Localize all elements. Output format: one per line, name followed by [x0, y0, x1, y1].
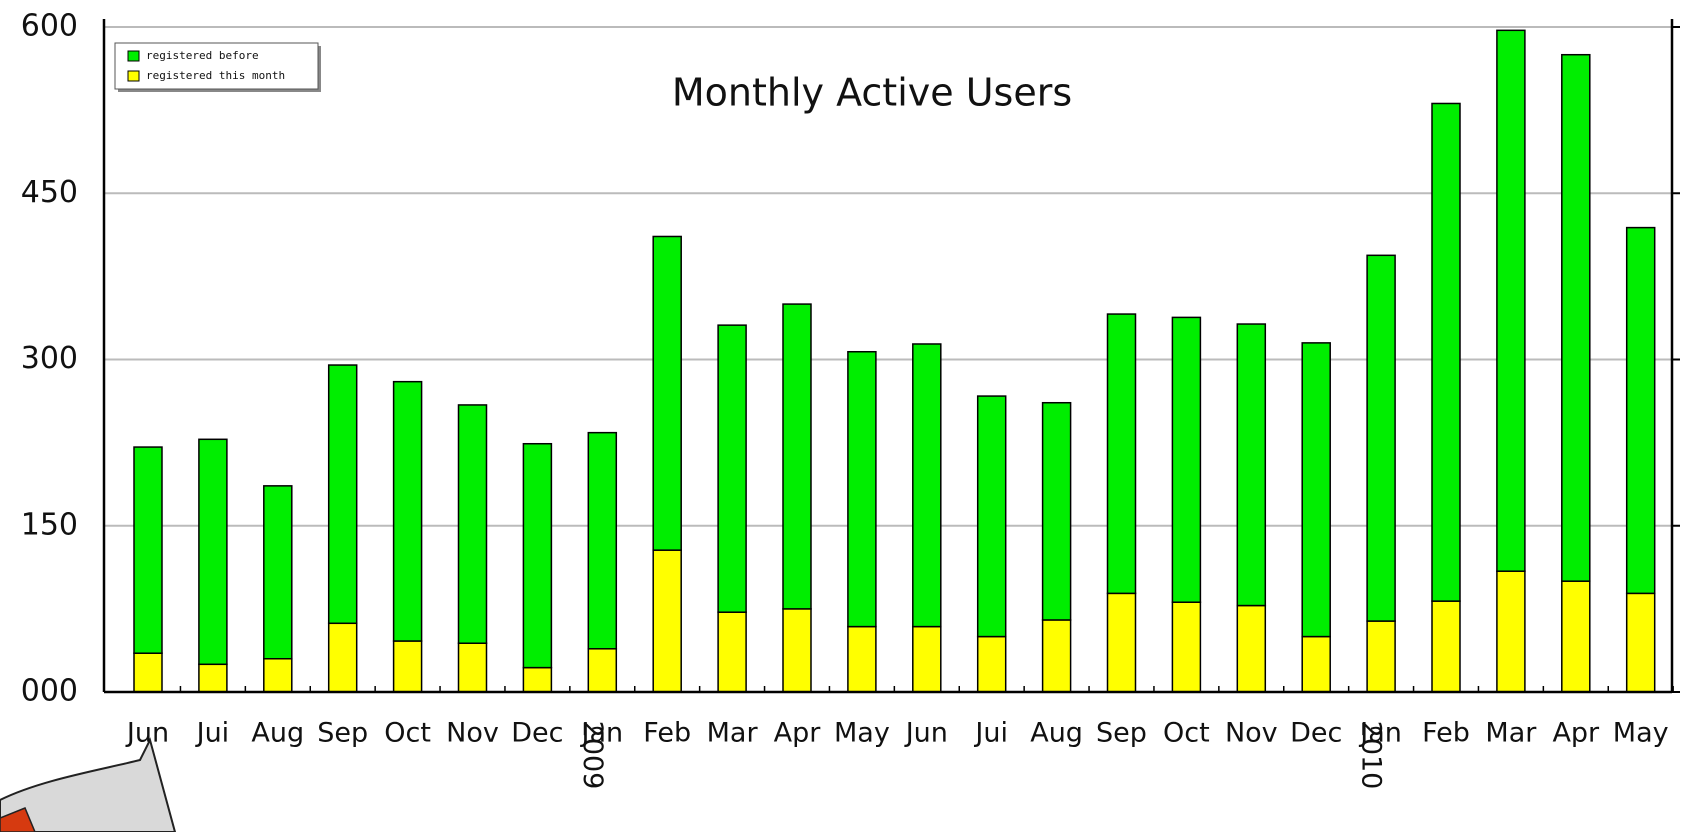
legend: [114, 42, 319, 90]
x-tick-label: Nov: [1225, 718, 1278, 749]
x-tick-label: Oct: [384, 718, 431, 749]
x-tick-label: Mar: [1485, 718, 1537, 749]
bar-segment: [133, 446, 163, 654]
y-tick-label: 450: [21, 175, 78, 210]
bar-segment: [1431, 102, 1461, 602]
bar-segment: [1561, 53, 1591, 582]
bar-segment: [1171, 601, 1202, 693]
bar-segment: [587, 431, 618, 650]
x-tick-label: Jan: [1358, 718, 1402, 749]
bar-segment: [847, 625, 877, 693]
x-tick-label: Mar: [707, 718, 759, 749]
x-tick-label: Aug: [1030, 718, 1083, 749]
bar-segment: [327, 364, 358, 625]
bar-segment: [1561, 580, 1591, 693]
bar-segment: [1236, 604, 1267, 693]
x-tick-label: Jui: [195, 718, 230, 749]
bar-segment: [976, 635, 1007, 693]
bar-segment: [782, 608, 812, 693]
chart-title: Monthly Active Users: [672, 71, 1072, 115]
bar-segment: [392, 380, 423, 642]
bar-segment: [912, 343, 942, 628]
x-tick-label: Feb: [643, 718, 691, 749]
bar-segment: [912, 625, 942, 693]
bar-segment: [198, 438, 228, 666]
y-tick-label: 000: [21, 674, 78, 709]
x-tick-label: Jui: [973, 718, 1008, 749]
bar-segment: [522, 666, 553, 693]
bar-segment: [652, 235, 682, 551]
x-tick-label: Oct: [1163, 718, 1210, 749]
bar-segment: [717, 611, 747, 693]
bar-segment: [1366, 254, 1396, 622]
x-tick-label: Aug: [251, 718, 304, 749]
x-tick-label: Apr: [1552, 718, 1600, 749]
bar-segment: [457, 404, 488, 644]
bar-segment: [1301, 635, 1331, 693]
y-tick-label: 300: [21, 341, 78, 376]
bar-segment: [327, 622, 358, 693]
bar-segment: [1496, 29, 1526, 572]
bar-segment: [1041, 401, 1072, 621]
x-tick-label: May: [1613, 718, 1669, 749]
bar-segment: [1366, 620, 1396, 693]
x-tick-label: Jan: [579, 718, 623, 749]
bar-segment: [133, 652, 163, 693]
x-tick-label: Dec: [511, 718, 563, 749]
bar-segment: [1496, 570, 1526, 693]
year-label: 2009: [577, 721, 608, 790]
bar-segment: [263, 485, 293, 660]
x-tick-label: Jun: [904, 718, 948, 749]
year-label: 2010: [1356, 721, 1387, 790]
legend-label: registered before: [146, 49, 259, 62]
bar-segment: [1431, 600, 1461, 693]
x-tick-label: Sep: [1096, 718, 1147, 749]
bar-segment: [587, 648, 618, 693]
bar-segment: [847, 350, 877, 628]
x-tick-label: May: [834, 718, 890, 749]
bar-segment: [1106, 313, 1137, 595]
bar-segment: [1236, 323, 1267, 607]
bar-segment: [1625, 592, 1656, 693]
x-tick-label: Nov: [446, 718, 499, 749]
legend-label: registered this month: [146, 69, 285, 82]
legend-swatch: [127, 70, 140, 82]
bar-segment: [1625, 226, 1656, 595]
x-tick-label: Apr: [774, 718, 822, 749]
bar-segment: [392, 640, 423, 693]
bar-segment: [652, 549, 682, 693]
speech-bubble: [0, 737, 177, 832]
y-tick-label: 600: [21, 9, 78, 44]
bar-segment: [1301, 342, 1331, 638]
decoration: [0, 807, 36, 832]
bar-segment: [457, 642, 488, 693]
bar-segment: [782, 303, 812, 610]
bar-segment: [717, 324, 747, 613]
bar-segment: [263, 658, 293, 693]
y-tick-label: 150: [21, 507, 78, 542]
bar-segment: [1171, 316, 1202, 603]
bar-segment: [522, 442, 553, 669]
legend-swatch: [127, 50, 140, 62]
bar-segment: [976, 395, 1007, 638]
x-tick-label: Feb: [1422, 718, 1470, 749]
x-tick-label: Jun: [125, 718, 169, 749]
bar-segment: [1106, 592, 1137, 693]
bar-segment: [1041, 619, 1072, 693]
x-tick-label: Sep: [317, 718, 368, 749]
x-tick-label: Dec: [1290, 718, 1342, 749]
bar-segment: [198, 663, 228, 693]
